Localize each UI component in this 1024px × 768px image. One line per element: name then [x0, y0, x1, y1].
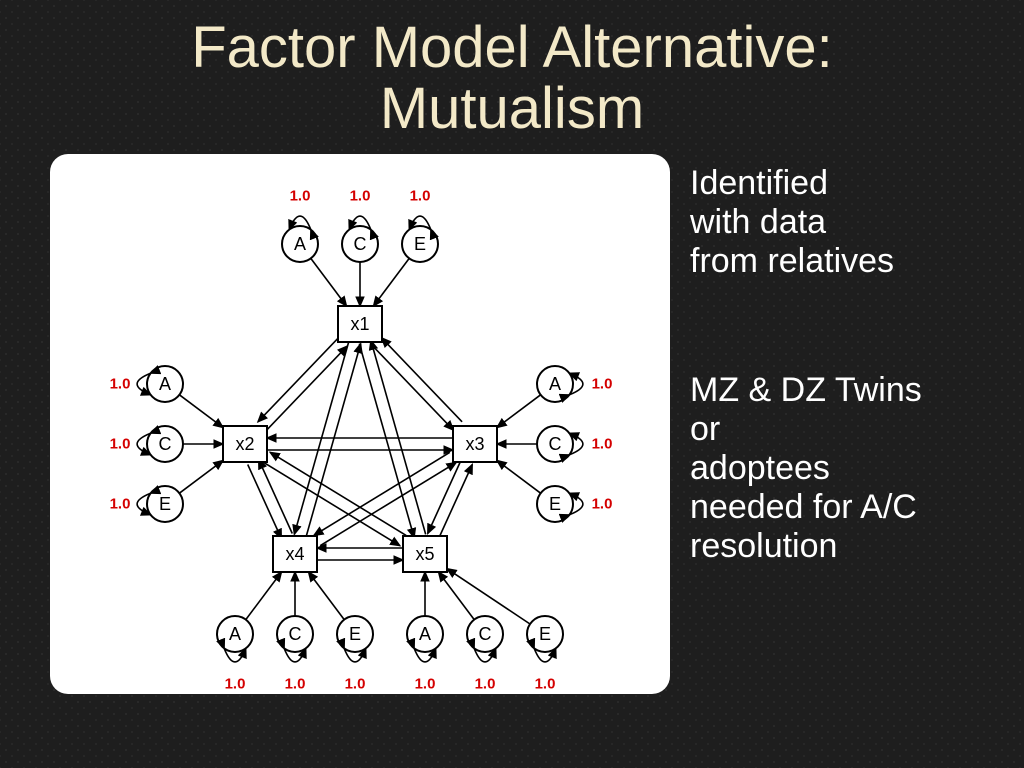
observed-label: x2: [235, 434, 254, 454]
side-block-1: Identified with data from relatives: [690, 164, 922, 281]
side-line: from relatives: [690, 242, 922, 281]
title-line-2: Mutualism: [0, 79, 1024, 140]
variance-value: 1.0: [475, 675, 496, 692]
variance-value: 1.0: [110, 495, 131, 512]
title-line-1: Factor Model Alternative:: [0, 18, 1024, 79]
side-line: MZ & DZ Twins: [690, 371, 922, 410]
variance-value: 1.0: [285, 675, 306, 692]
latent-label: C: [289, 624, 302, 644]
side-text: Identified with data from relatives MZ &…: [690, 164, 922, 567]
side-line: Identified: [690, 164, 922, 203]
latent-label: E: [549, 494, 561, 514]
slide-title: Factor Model Alternative: Mutualism: [0, 0, 1024, 140]
side-line: adoptees: [690, 449, 922, 488]
side-line: needed for A/C: [690, 488, 922, 527]
latent-label: C: [159, 434, 172, 454]
variance-value: 1.0: [110, 375, 131, 392]
variance-value: 1.0: [290, 187, 311, 204]
latent-label: A: [419, 624, 431, 644]
observed-label: x1: [350, 314, 369, 334]
variance-value: 1.0: [415, 675, 436, 692]
side-line: or: [690, 410, 922, 449]
latent-label: C: [479, 624, 492, 644]
variance-value: 1.0: [225, 675, 246, 692]
latent-label: A: [159, 374, 171, 394]
side-block-2: MZ & DZ Twins or adoptees needed for A/C…: [690, 371, 922, 566]
latent-label: C: [354, 234, 367, 254]
mutualism-diagram: x1 x2 x3 x4 x5 A 1.0 C 1.0 E 1.0 A 1.0 C 1.0 E 1.0 A 1.0 C 1…: [50, 154, 670, 694]
latent-label: A: [549, 374, 561, 394]
latent-label: E: [414, 234, 426, 254]
variance-value: 1.0: [350, 187, 371, 204]
observed-label: x4: [285, 544, 304, 564]
side-line: with data: [690, 203, 922, 242]
latent-label: A: [294, 234, 306, 254]
latent-label: A: [229, 624, 241, 644]
observed-label: x3: [465, 434, 484, 454]
variance-value: 1.0: [535, 675, 556, 692]
variance-value: 1.0: [110, 435, 131, 452]
variance-value: 1.0: [592, 495, 613, 512]
latent-label: E: [349, 624, 361, 644]
content-area: x1 x2 x3 x4 x5 A 1.0 C 1.0 E 1.0 A 1.0 C 1.0 E 1.0 A 1.0 C 1…: [0, 154, 1024, 694]
variance-value: 1.0: [410, 187, 431, 204]
side-line: resolution: [690, 527, 922, 566]
variance-value: 1.0: [592, 375, 613, 392]
latent-label: E: [159, 494, 171, 514]
variance-value: 1.0: [345, 675, 366, 692]
observed-label: x5: [415, 544, 434, 564]
latent-label: C: [549, 434, 562, 454]
latent-label: E: [539, 624, 551, 644]
variance-value: 1.0: [592, 435, 613, 452]
